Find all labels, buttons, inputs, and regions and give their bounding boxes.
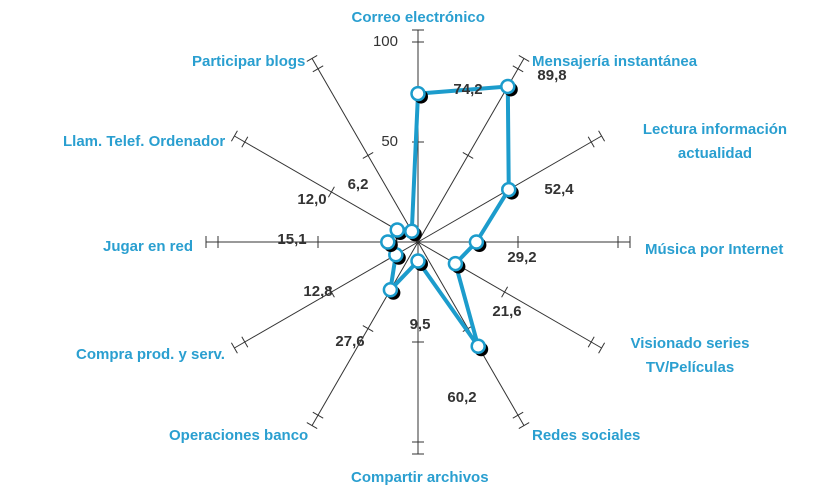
value-label: 12,8 <box>303 283 332 300</box>
tick-mark <box>312 65 324 73</box>
axis-end-cap <box>306 422 318 430</box>
marker <box>404 223 420 240</box>
value-label: 60,2 <box>447 389 476 406</box>
axis-end-cap <box>230 130 238 142</box>
axis-label: Visionado series TV/Películas <box>630 335 750 376</box>
tick-mark <box>327 186 335 198</box>
value-label: 21,6 <box>492 303 521 320</box>
marker <box>500 78 516 95</box>
value-label: 12,0 <box>297 191 326 208</box>
tick-mark <box>241 336 249 348</box>
tick-mark <box>362 325 374 333</box>
tick-mark <box>462 151 474 159</box>
axis-end-cap <box>306 54 318 62</box>
value-label: 29,2 <box>507 249 536 266</box>
tick-mark <box>512 65 524 73</box>
axis-line <box>417 241 602 349</box>
marker <box>410 85 426 102</box>
marker <box>447 255 464 272</box>
marker <box>380 234 396 250</box>
value-label: 9,5 <box>410 316 431 333</box>
axis-line <box>234 241 419 349</box>
axis-line <box>234 135 419 243</box>
axis-label: Llam. Telef. Ordenador <box>63 133 226 150</box>
marker <box>468 234 485 250</box>
marker <box>410 253 426 269</box>
tick-mark <box>587 136 595 148</box>
value-label: 6,2 <box>348 176 369 193</box>
tick-mark <box>241 136 249 148</box>
axis-label: Lectura información actualidad <box>642 121 788 162</box>
tick-label: 50 <box>381 133 398 150</box>
marker <box>470 338 486 355</box>
axis-label: Participar blogs <box>192 53 306 70</box>
axis-label: Música por Internet <box>645 241 784 258</box>
value-label: 52,4 <box>544 181 574 198</box>
axis-label: Correo electrónico <box>351 9 485 26</box>
series-line <box>385 84 511 349</box>
axis-line <box>311 58 419 243</box>
axis-end-cap <box>230 342 238 354</box>
tick-mark <box>327 286 335 298</box>
axis-label: Compra prod. y serv. <box>76 346 225 363</box>
tick-mark <box>587 336 595 348</box>
value-label: 15,1 <box>277 231 306 248</box>
tick-label: 100 <box>373 33 398 50</box>
axis-label: Mensajería instantánea <box>532 53 698 70</box>
tick-mark <box>512 411 524 419</box>
tick-mark <box>501 286 509 298</box>
marker <box>389 222 405 238</box>
value-label: 89,8 <box>537 67 566 84</box>
axis-end-cap <box>598 130 606 142</box>
axis-end-cap <box>598 342 606 354</box>
axis-label: Operaciones banco <box>169 427 309 444</box>
tick-mark <box>312 411 324 419</box>
axis-label: Jugar en red <box>103 238 194 255</box>
value-label: 74,2 <box>453 81 482 98</box>
axis-line <box>311 241 419 426</box>
marker <box>382 282 399 298</box>
axis-end-cap <box>518 54 530 62</box>
axis-end-cap <box>518 422 530 430</box>
value-label: 27,6 <box>335 333 364 350</box>
axis-label: Compartir archivos <box>351 469 489 486</box>
axis-label: Redes sociales <box>532 427 641 444</box>
marker <box>501 181 517 198</box>
tick-mark <box>362 151 374 159</box>
